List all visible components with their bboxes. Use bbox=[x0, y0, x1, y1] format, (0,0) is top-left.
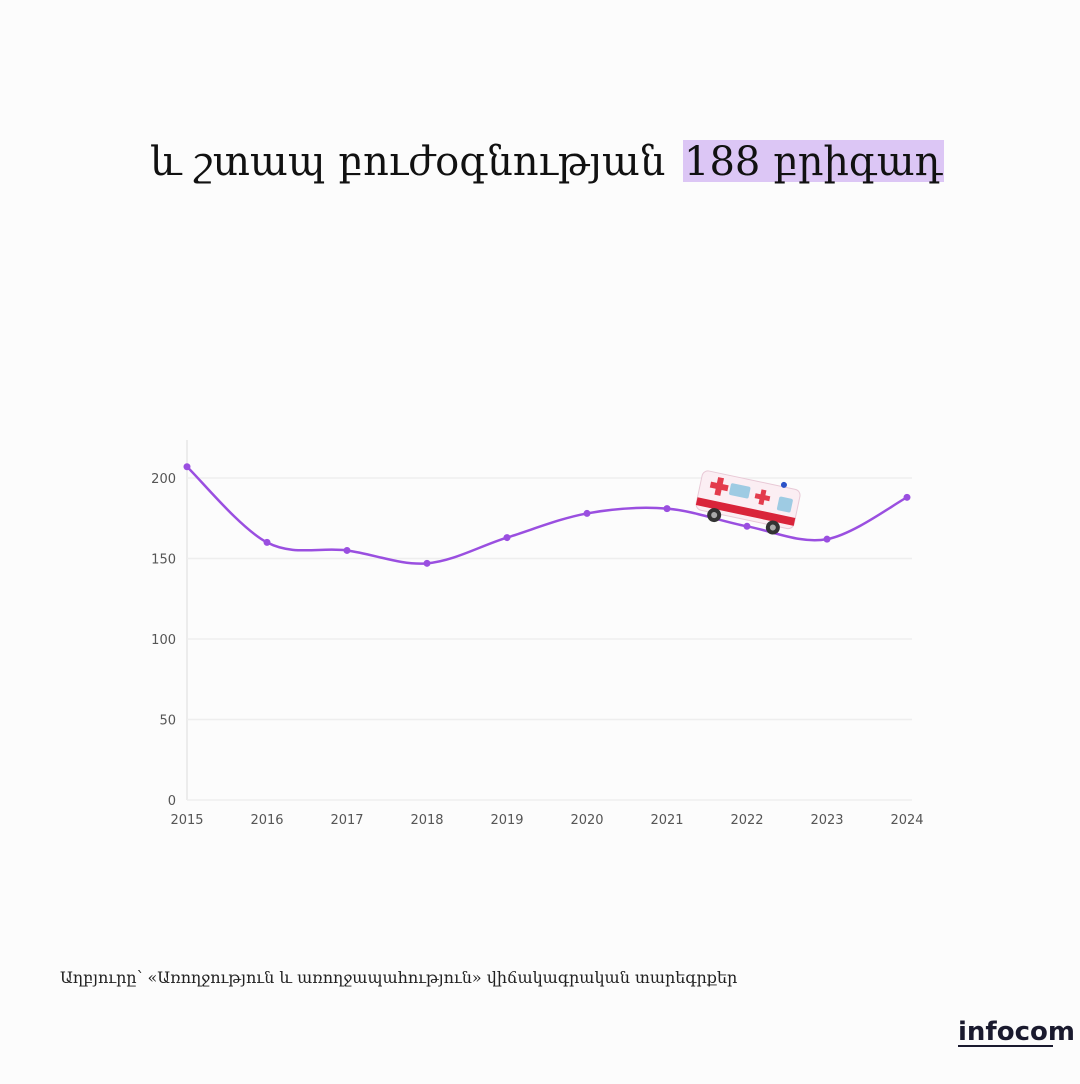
y-tick-label: 200 bbox=[151, 472, 176, 487]
chart-title: և շտապ բուժօգնության bbox=[150, 139, 665, 185]
x-tick-label: 2017 bbox=[330, 813, 363, 828]
point bbox=[343, 546, 351, 554]
x-tick-label: 2019 bbox=[490, 813, 523, 828]
x-tick-label: 2016 bbox=[250, 813, 283, 828]
point bbox=[743, 522, 751, 530]
x-tick-label: 2022 bbox=[730, 813, 763, 828]
point bbox=[583, 509, 591, 517]
x-tick-label: 2020 bbox=[570, 813, 603, 828]
logo: infocom bbox=[958, 1017, 1075, 1047]
y-tick-label: 0 bbox=[168, 794, 176, 809]
source: Աղբյուրը՝ «Առողջություն և առողջապահությո… bbox=[60, 968, 737, 987]
chart-title-highlight: 188 բրիգադ bbox=[684, 139, 944, 185]
x-tick-label: 2015 bbox=[170, 813, 203, 828]
title-highlight-bg bbox=[683, 140, 944, 182]
point bbox=[663, 505, 671, 513]
point bbox=[903, 493, 911, 501]
point bbox=[263, 538, 271, 546]
y-tick-label: 150 bbox=[151, 553, 176, 568]
x-tick-label: 2021 bbox=[650, 813, 683, 828]
x-tick-label: 2023 bbox=[810, 813, 843, 828]
y-tick-label: 50 bbox=[159, 714, 176, 729]
point bbox=[423, 559, 431, 567]
y-tick-label: 100 bbox=[151, 633, 176, 648]
point bbox=[183, 463, 191, 471]
x-tick-label: 2024 bbox=[890, 813, 923, 828]
point bbox=[503, 534, 511, 542]
x-tick-label: 2018 bbox=[410, 813, 443, 828]
line bbox=[186, 465, 908, 565]
ambulance-icon bbox=[695, 470, 801, 535]
point bbox=[823, 535, 831, 543]
